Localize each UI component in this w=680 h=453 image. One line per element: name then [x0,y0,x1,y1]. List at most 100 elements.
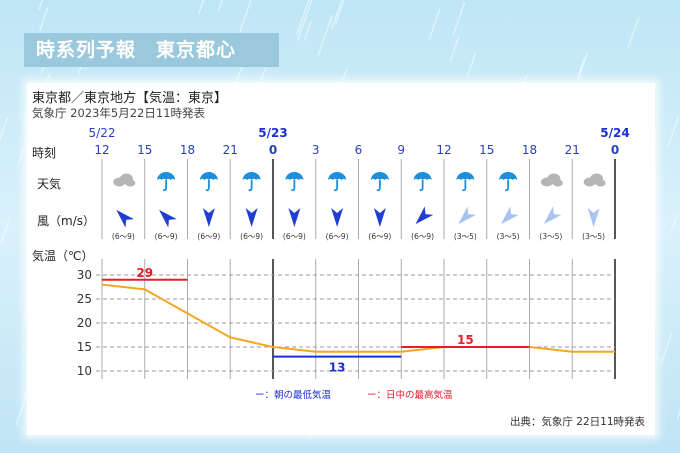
wind-arrow-icon [458,206,476,225]
source-note: 出典：気象庁 22日11時発表 [509,416,645,428]
wind-arrow-shape [202,208,215,227]
wind-arrow-icon [373,208,386,227]
rain-streak [335,0,345,24]
wind-arrow-shape [415,206,434,225]
rain-streak [296,0,310,35]
umbrella-icon [242,172,261,192]
umbrella-canopy [328,172,347,180]
cloud-puff [125,179,136,187]
rain-streak [0,117,8,141]
hour-label: 0 [611,143,619,157]
hour-label: 0 [269,143,277,157]
rain-streak [449,36,460,62]
umbrella-handle [205,180,210,192]
wind-arrow-shape [288,208,301,227]
label-weather: 天気 [37,177,62,191]
rain-streak [452,1,466,35]
banner-title: 時系列予報 東京都心 [24,33,279,67]
forecast-chart: 5/22 5/23 5/24 12 15 18 21 0 3 6 9 12 15 18 21 0 (6〜9) (6… [77,126,630,401]
hour-label: 18 [180,143,195,157]
umbrella-icon [285,172,304,192]
forecast-panel: 東京都／東京地方【気温：東京】 気象庁 2023年5月22日11時発表 時刻 天… [27,83,655,435]
wind-range: (6〜9) [283,232,306,241]
wind-range: (3〜5) [582,232,605,241]
umbrella-canopy [456,172,475,180]
cloud-icon [113,173,136,187]
umbrella-handle [248,180,253,192]
hour-label: 15 [137,143,152,157]
umbrella-canopy [157,172,176,180]
wind-arrow-icon [202,208,215,227]
rain-streak [198,0,205,14]
wind-arrow-icon [587,208,600,227]
y-tick-label: 10 [77,364,92,378]
rain-streak [39,7,49,32]
date-label: 5/24 [600,126,629,140]
min-temp-label: 13 [329,361,346,375]
rain-streak [38,0,43,10]
hour-label: 18 [522,143,537,157]
umbrella-handle [376,180,381,192]
y-tick-label: 25 [77,292,92,306]
rain-streak [0,216,11,244]
wind-arrow-shape [587,208,600,227]
wind-arrow-shape [373,208,386,227]
hour-label: 12 [436,143,451,157]
wind-arrow-icon [501,206,519,225]
wind-arrow-shape [159,209,177,228]
rain-streak [16,134,30,168]
date-label: 5/22 [89,126,116,140]
cloud-icon [583,173,606,187]
wind-arrow-icon [543,206,562,225]
wind-arrow-icon [415,206,434,225]
wind-range: (3〜5) [454,232,477,241]
wind-arrow-icon [159,209,177,228]
umbrella-canopy [285,172,304,180]
rain-streak [670,213,679,234]
wind-arrow-icon [116,209,134,228]
cloud-icon [540,173,563,187]
rain-streak [238,0,252,36]
wind-arrow-shape [458,206,476,225]
wind-arrow-shape [331,208,344,227]
y-tick-label: 15 [77,340,92,354]
max-temp-label: 29 [136,266,153,280]
rain-streak [577,52,589,82]
wind-range: (6〜9) [240,232,263,241]
wind-range: (3〜5) [497,232,520,241]
cloud-puff [595,179,606,187]
hour-label: 9 [397,143,405,157]
umbrella-handle [504,180,510,192]
y-tick-label: 20 [77,316,92,330]
hour-label: 15 [479,143,494,157]
rain-streak [627,17,640,48]
wind-arrow-shape [501,206,519,225]
hour-label: 12 [94,143,109,157]
wind-arrow-icon [245,208,258,227]
rain-streak [303,21,312,42]
umbrella-icon [157,172,176,192]
umbrella-canopy [370,172,389,180]
label-time: 時刻 [32,146,57,160]
wind-range: (6〜9) [155,232,178,241]
umbrella-canopy [499,172,518,180]
wind-range: (6〜9) [197,232,220,241]
umbrella-icon [413,172,432,192]
y-tick-label: 30 [77,268,92,282]
hour-label: 21 [223,143,238,157]
rain-streak [317,14,333,57]
wind-range: (6〜9) [368,232,391,241]
umbrella-handle [333,180,339,192]
wind-range: (6〜9) [326,232,349,241]
wind-range: (3〜5) [539,232,562,241]
umbrella-handle [162,180,168,192]
umbrella-icon [199,172,218,192]
hour-label: 21 [565,143,580,157]
rain-streak [428,8,441,40]
rain-streak [667,115,680,148]
wind-range: (6〜9) [411,232,434,241]
hour-label: 6 [355,143,363,157]
label-wind: 風（m/s） [37,214,95,228]
wind-arrow-icon [288,208,301,227]
rain-streak [660,333,673,364]
